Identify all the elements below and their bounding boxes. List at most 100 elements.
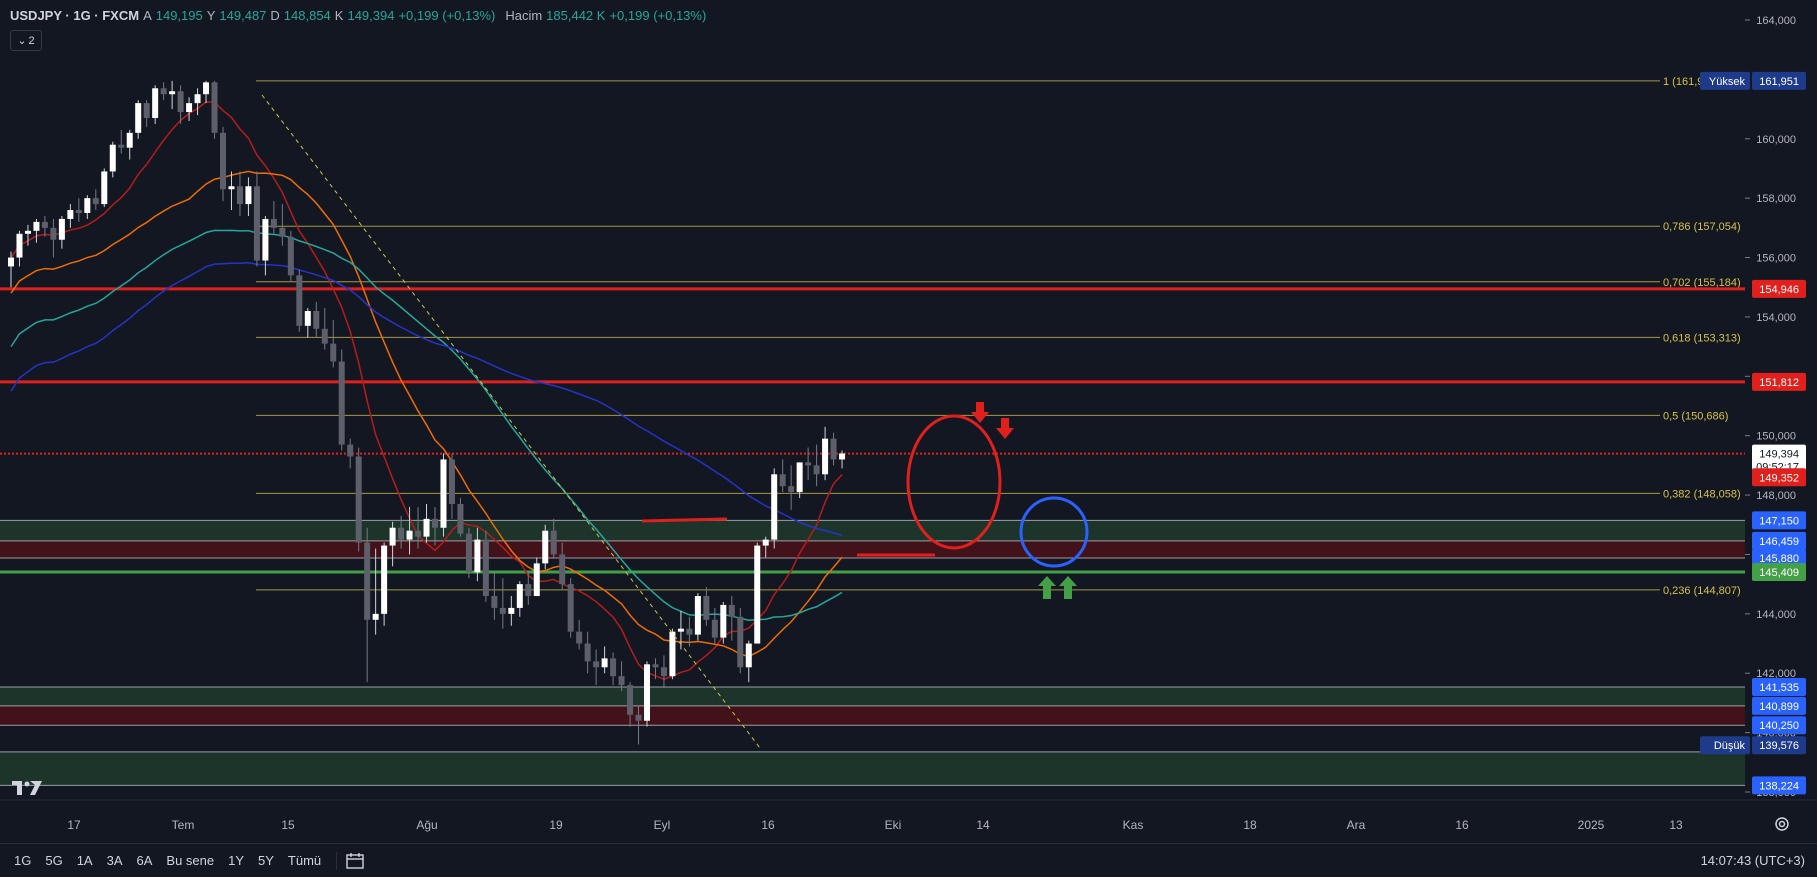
candle bbox=[516, 581, 523, 617]
candle-body bbox=[152, 88, 159, 118]
candle bbox=[16, 230, 23, 267]
candle-body bbox=[211, 82, 218, 133]
candle-body bbox=[669, 631, 676, 677]
candle-body bbox=[33, 221, 40, 231]
high-label: Y bbox=[206, 8, 216, 23]
candle bbox=[830, 432, 837, 466]
calendar-icon[interactable] bbox=[345, 852, 365, 870]
candle-body bbox=[432, 518, 438, 528]
price-tag: 154,946 bbox=[1752, 279, 1806, 298]
range-button-tümü[interactable]: Tümü bbox=[287, 853, 322, 868]
symbol-name[interactable]: USDJPY · 1G · FXCM bbox=[10, 8, 140, 23]
candle bbox=[245, 177, 252, 216]
candle bbox=[559, 542, 566, 591]
candle bbox=[84, 195, 91, 219]
price-tag: 140,250 bbox=[1752, 716, 1806, 735]
candle-body bbox=[58, 218, 65, 240]
range-button-1g[interactable]: 1G bbox=[14, 853, 32, 868]
time-axis: 17 Tem 15 Ağu 19 Eyl 16 Eki 14 Kas 18 Ara 16 2025 13 bbox=[0, 799, 1817, 832]
time-axis-label: 13 bbox=[1669, 818, 1683, 832]
time-axis-label: 16 bbox=[1455, 818, 1469, 832]
price-tag-label: 145,880 bbox=[1759, 553, 1799, 565]
price-tag-label: 141,535 bbox=[1759, 682, 1799, 694]
clock[interactable]: 14:07:43 (UTC+3) bbox=[1700, 853, 1805, 868]
candle bbox=[262, 215, 269, 276]
candle bbox=[567, 578, 574, 638]
candle bbox=[33, 218, 40, 243]
open-label: A bbox=[143, 8, 152, 23]
candle bbox=[203, 80, 210, 104]
candle bbox=[593, 649, 600, 686]
price-tag-label: 140,899 bbox=[1759, 701, 1799, 713]
zones-layer bbox=[0, 519, 1745, 786]
candle bbox=[92, 189, 99, 211]
fib-level-label: 0,786 (157,054) bbox=[1663, 221, 1741, 233]
price-tag: 145,880 bbox=[1752, 549, 1806, 568]
candle bbox=[482, 530, 489, 602]
range-button-3a[interactable]: 3A bbox=[106, 853, 123, 868]
collapse-indicators-button[interactable]: ⌄ 2 bbox=[10, 30, 42, 51]
fib-level-label: 0,702 (155,184) bbox=[1663, 277, 1741, 289]
candle-body bbox=[109, 144, 116, 172]
price-tag-label: 149,352 bbox=[1759, 472, 1799, 484]
zone-box bbox=[0, 687, 1745, 706]
candle-body bbox=[177, 91, 184, 113]
candle-body bbox=[372, 613, 379, 620]
price-tag-label: 145,409 bbox=[1759, 567, 1799, 579]
price-tick-label: 154,000 bbox=[1756, 312, 1796, 324]
volume-label: Hacim bbox=[505, 8, 543, 23]
candle bbox=[779, 459, 786, 493]
candle bbox=[703, 587, 710, 626]
fib-level-label: 0,236 (144,807) bbox=[1663, 585, 1741, 597]
range-button-1a[interactable]: 1A bbox=[76, 853, 93, 868]
candle bbox=[338, 349, 345, 451]
candle bbox=[720, 601, 727, 644]
candle-body bbox=[8, 257, 14, 267]
price-tag-box bbox=[1752, 776, 1806, 795]
time-axis-label: Eki bbox=[885, 818, 902, 832]
candle bbox=[211, 80, 218, 139]
candle-body bbox=[694, 596, 701, 635]
candle bbox=[321, 308, 328, 350]
candle-body bbox=[550, 530, 557, 555]
fib-level-label: 0,5 (150,686) bbox=[1663, 410, 1728, 422]
price-chart[interactable]: 1 (161,951)0,786 (157,054)0,702 (155,184… bbox=[0, 0, 1817, 843]
price-tag-label: 147,150 bbox=[1759, 515, 1799, 527]
price-tags: 161,951Yüksek154,946151,812149,39409:52:… bbox=[1700, 71, 1806, 795]
candle-body bbox=[160, 88, 167, 95]
gear-icon[interactable] bbox=[1774, 816, 1790, 832]
range-button-5g[interactable]: 5G bbox=[45, 853, 63, 868]
open-value: 149,195 bbox=[155, 8, 203, 23]
range-button-1y[interactable]: 1Y bbox=[228, 853, 245, 868]
time-axis-label: Eyl bbox=[654, 818, 671, 832]
candle bbox=[686, 616, 693, 647]
candle bbox=[627, 682, 634, 727]
price-tag-prefix: Düşük bbox=[1714, 740, 1746, 752]
price-tag-prefix-box bbox=[1700, 71, 1750, 90]
range-button-6a[interactable]: 6A bbox=[136, 853, 153, 868]
tradingview-logo-icon[interactable] bbox=[12, 781, 42, 795]
candle bbox=[805, 447, 812, 481]
candle-body bbox=[364, 542, 371, 620]
candle bbox=[313, 302, 320, 338]
candle-body bbox=[482, 539, 489, 597]
price-tag-box bbox=[1752, 71, 1806, 90]
candle bbox=[50, 218, 57, 258]
price-tag-box bbox=[1752, 563, 1806, 582]
candle-body bbox=[601, 658, 608, 668]
candle-body bbox=[245, 186, 252, 205]
candle bbox=[576, 619, 583, 650]
red-circle-annotation bbox=[906, 414, 1002, 550]
candle bbox=[728, 596, 735, 641]
candle-body bbox=[627, 685, 634, 715]
candle bbox=[711, 607, 718, 644]
price-tick-label: 142,000 bbox=[1756, 668, 1796, 680]
fib-level-label: 0,382 (148,058) bbox=[1663, 488, 1741, 500]
range-button-5y[interactable]: 5Y bbox=[258, 853, 274, 868]
price-tag-box bbox=[1752, 549, 1806, 568]
range-button-bu-sene[interactable]: Bu sene bbox=[166, 853, 215, 868]
candle-body bbox=[474, 539, 481, 573]
candle bbox=[160, 82, 167, 101]
price-tag-label: 149,394 bbox=[1759, 449, 1799, 461]
candle bbox=[236, 171, 243, 216]
